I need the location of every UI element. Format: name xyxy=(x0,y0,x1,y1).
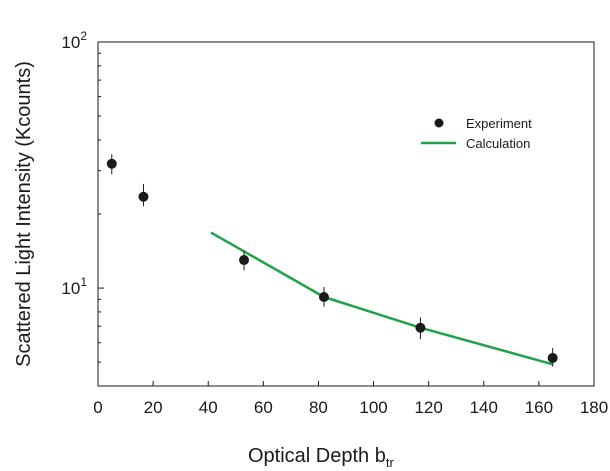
experiment-point xyxy=(106,158,117,169)
x-tick-label: 160 xyxy=(525,398,553,417)
legend-label-calculation: Calculation xyxy=(466,136,530,151)
x-tick-label: 60 xyxy=(254,398,273,417)
x-axis: 0 20 40 60 80 100 120 140 160 180 xyxy=(93,381,608,417)
legend-label-experiment: Experiment xyxy=(466,116,532,131)
experiment-point xyxy=(239,255,250,266)
x-axis-title: Optical Depth btr xyxy=(248,445,394,470)
y-tick-label: 101 xyxy=(61,275,87,298)
calculation-line xyxy=(210,231,554,366)
legend: Experiment Calculation xyxy=(421,116,532,151)
x-tick-label: 80 xyxy=(309,398,328,417)
x-tick-label: 20 xyxy=(144,398,163,417)
x-tick-label: 0 xyxy=(93,398,102,417)
experiment-point xyxy=(415,322,426,333)
y-axis: 101 102 xyxy=(61,29,104,387)
x-tick-label: 40 xyxy=(199,398,218,417)
legend-marker-experiment xyxy=(434,118,444,128)
plot-frame xyxy=(97,41,595,387)
x-tick-label: 120 xyxy=(414,398,442,417)
experiment-point xyxy=(318,291,329,302)
y-tick-label: 102 xyxy=(61,29,87,52)
series-layer xyxy=(106,154,558,367)
x-tick-label: 140 xyxy=(470,398,498,417)
experiment-point xyxy=(138,191,149,202)
x-tick-label: 180 xyxy=(580,398,608,417)
experiment-point xyxy=(547,352,558,363)
x-tick-label: 100 xyxy=(359,398,387,417)
y-axis-title: Scattered Light Intensity (Kcounts) xyxy=(13,61,35,367)
